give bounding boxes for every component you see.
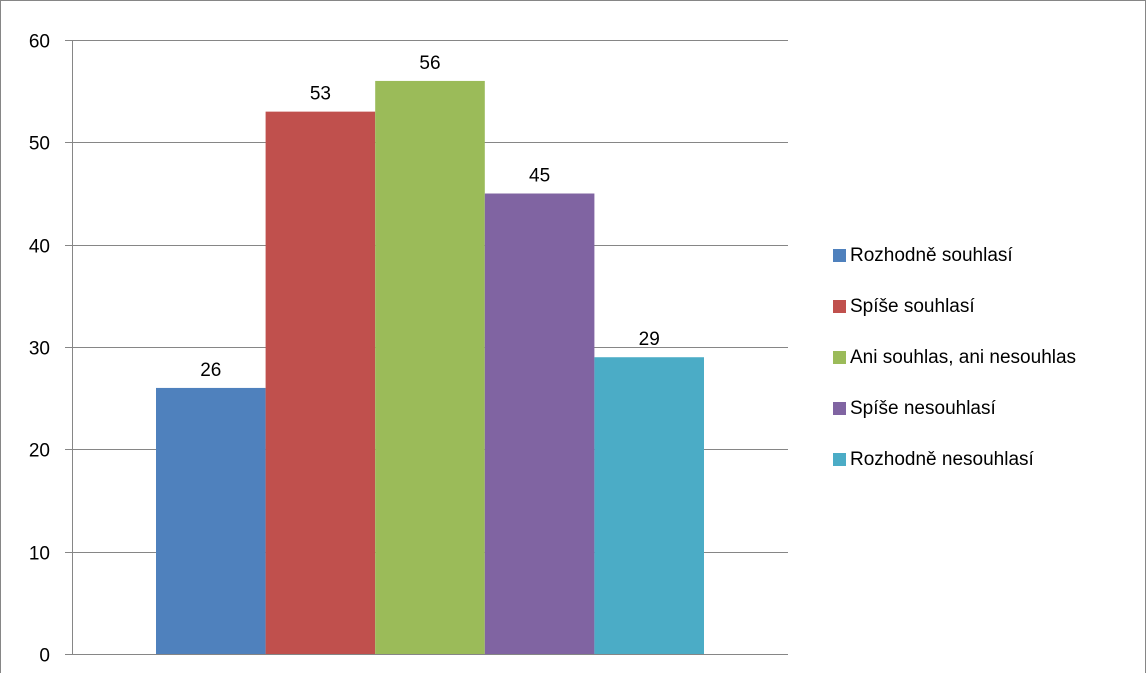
legend-item: Rozhodně nesouhlasí <box>833 434 1143 485</box>
legend-item: Spíše nesouhlasí <box>833 383 1143 434</box>
legend-swatch <box>833 300 846 313</box>
legend-label: Ani souhlas, ani nesouhlas <box>850 346 1077 368</box>
data-labels: 26 53 56 45 29 <box>200 53 660 381</box>
bar <box>156 387 266 654</box>
y-tick-label: 0 <box>39 646 50 667</box>
y-tick-label: 40 <box>29 237 50 258</box>
bar <box>265 111 376 655</box>
y-tick-label: 20 <box>29 441 50 462</box>
y-tick-label: 50 <box>29 134 50 155</box>
legend-item: Ani souhlas, ani nesouhlas <box>833 332 1143 383</box>
data-label: 53 <box>310 84 331 105</box>
legend-label: Spíše souhlasí <box>850 295 975 317</box>
legend-swatch <box>833 351 846 364</box>
y-tick-label: 10 <box>29 544 50 565</box>
legend-swatch <box>833 402 846 415</box>
legend-swatch <box>833 453 846 466</box>
bar <box>594 357 704 654</box>
legend-swatch <box>833 249 846 262</box>
data-label: 26 <box>200 360 221 381</box>
legend-label: Rozhodně souhlasí <box>850 244 1013 266</box>
bar <box>375 80 485 654</box>
y-tick-label: 30 <box>29 339 50 360</box>
legend-label: Spíše nesouhlasí <box>850 397 996 419</box>
legend-item: Spíše souhlasí <box>833 281 1143 332</box>
bars <box>156 80 704 655</box>
legend-item: Rozhodně souhlasí <box>833 230 1143 281</box>
y-tick-label: 60 <box>29 32 50 53</box>
data-label: 29 <box>639 329 660 350</box>
y-axis: 0 10 20 30 40 50 60 <box>29 32 73 667</box>
data-label: 56 <box>419 53 440 74</box>
legend: Rozhodně souhlasí Spíše souhlasí Ani souhl… <box>833 230 1143 485</box>
data-label: 45 <box>529 166 550 187</box>
legend-label: Rozhodně nesouhlasí <box>850 448 1034 470</box>
bar <box>484 193 595 654</box>
